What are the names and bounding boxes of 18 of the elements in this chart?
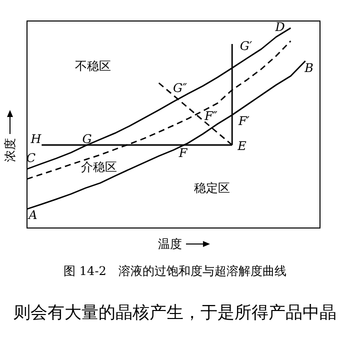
annotation: F [178, 146, 188, 160]
x-axis-title: 温度 [158, 237, 182, 251]
annotation: G′ [240, 39, 252, 54]
annotation: B [304, 61, 314, 76]
text: 则会有大量的晶核产生，于是所得产品中晶 [14, 303, 336, 323]
y-axis-title: 浓度 [3, 138, 17, 162]
annotation: H [30, 132, 42, 146]
annotation: E [236, 139, 247, 154]
annotation: G″ [172, 81, 188, 96]
annotation: F′ [237, 114, 250, 128]
annotation: 不稳区 [75, 59, 111, 74]
annotation: 介稳区 [81, 160, 117, 174]
text: 图 14-2 溶液的过饱和度与超溶解度曲线 [64, 264, 286, 278]
annotation: 稳定区 [194, 181, 230, 196]
annotation: A [28, 208, 38, 222]
annotation: F″ [204, 109, 218, 124]
annotation: G [82, 132, 92, 146]
annotation: D [274, 20, 286, 34]
